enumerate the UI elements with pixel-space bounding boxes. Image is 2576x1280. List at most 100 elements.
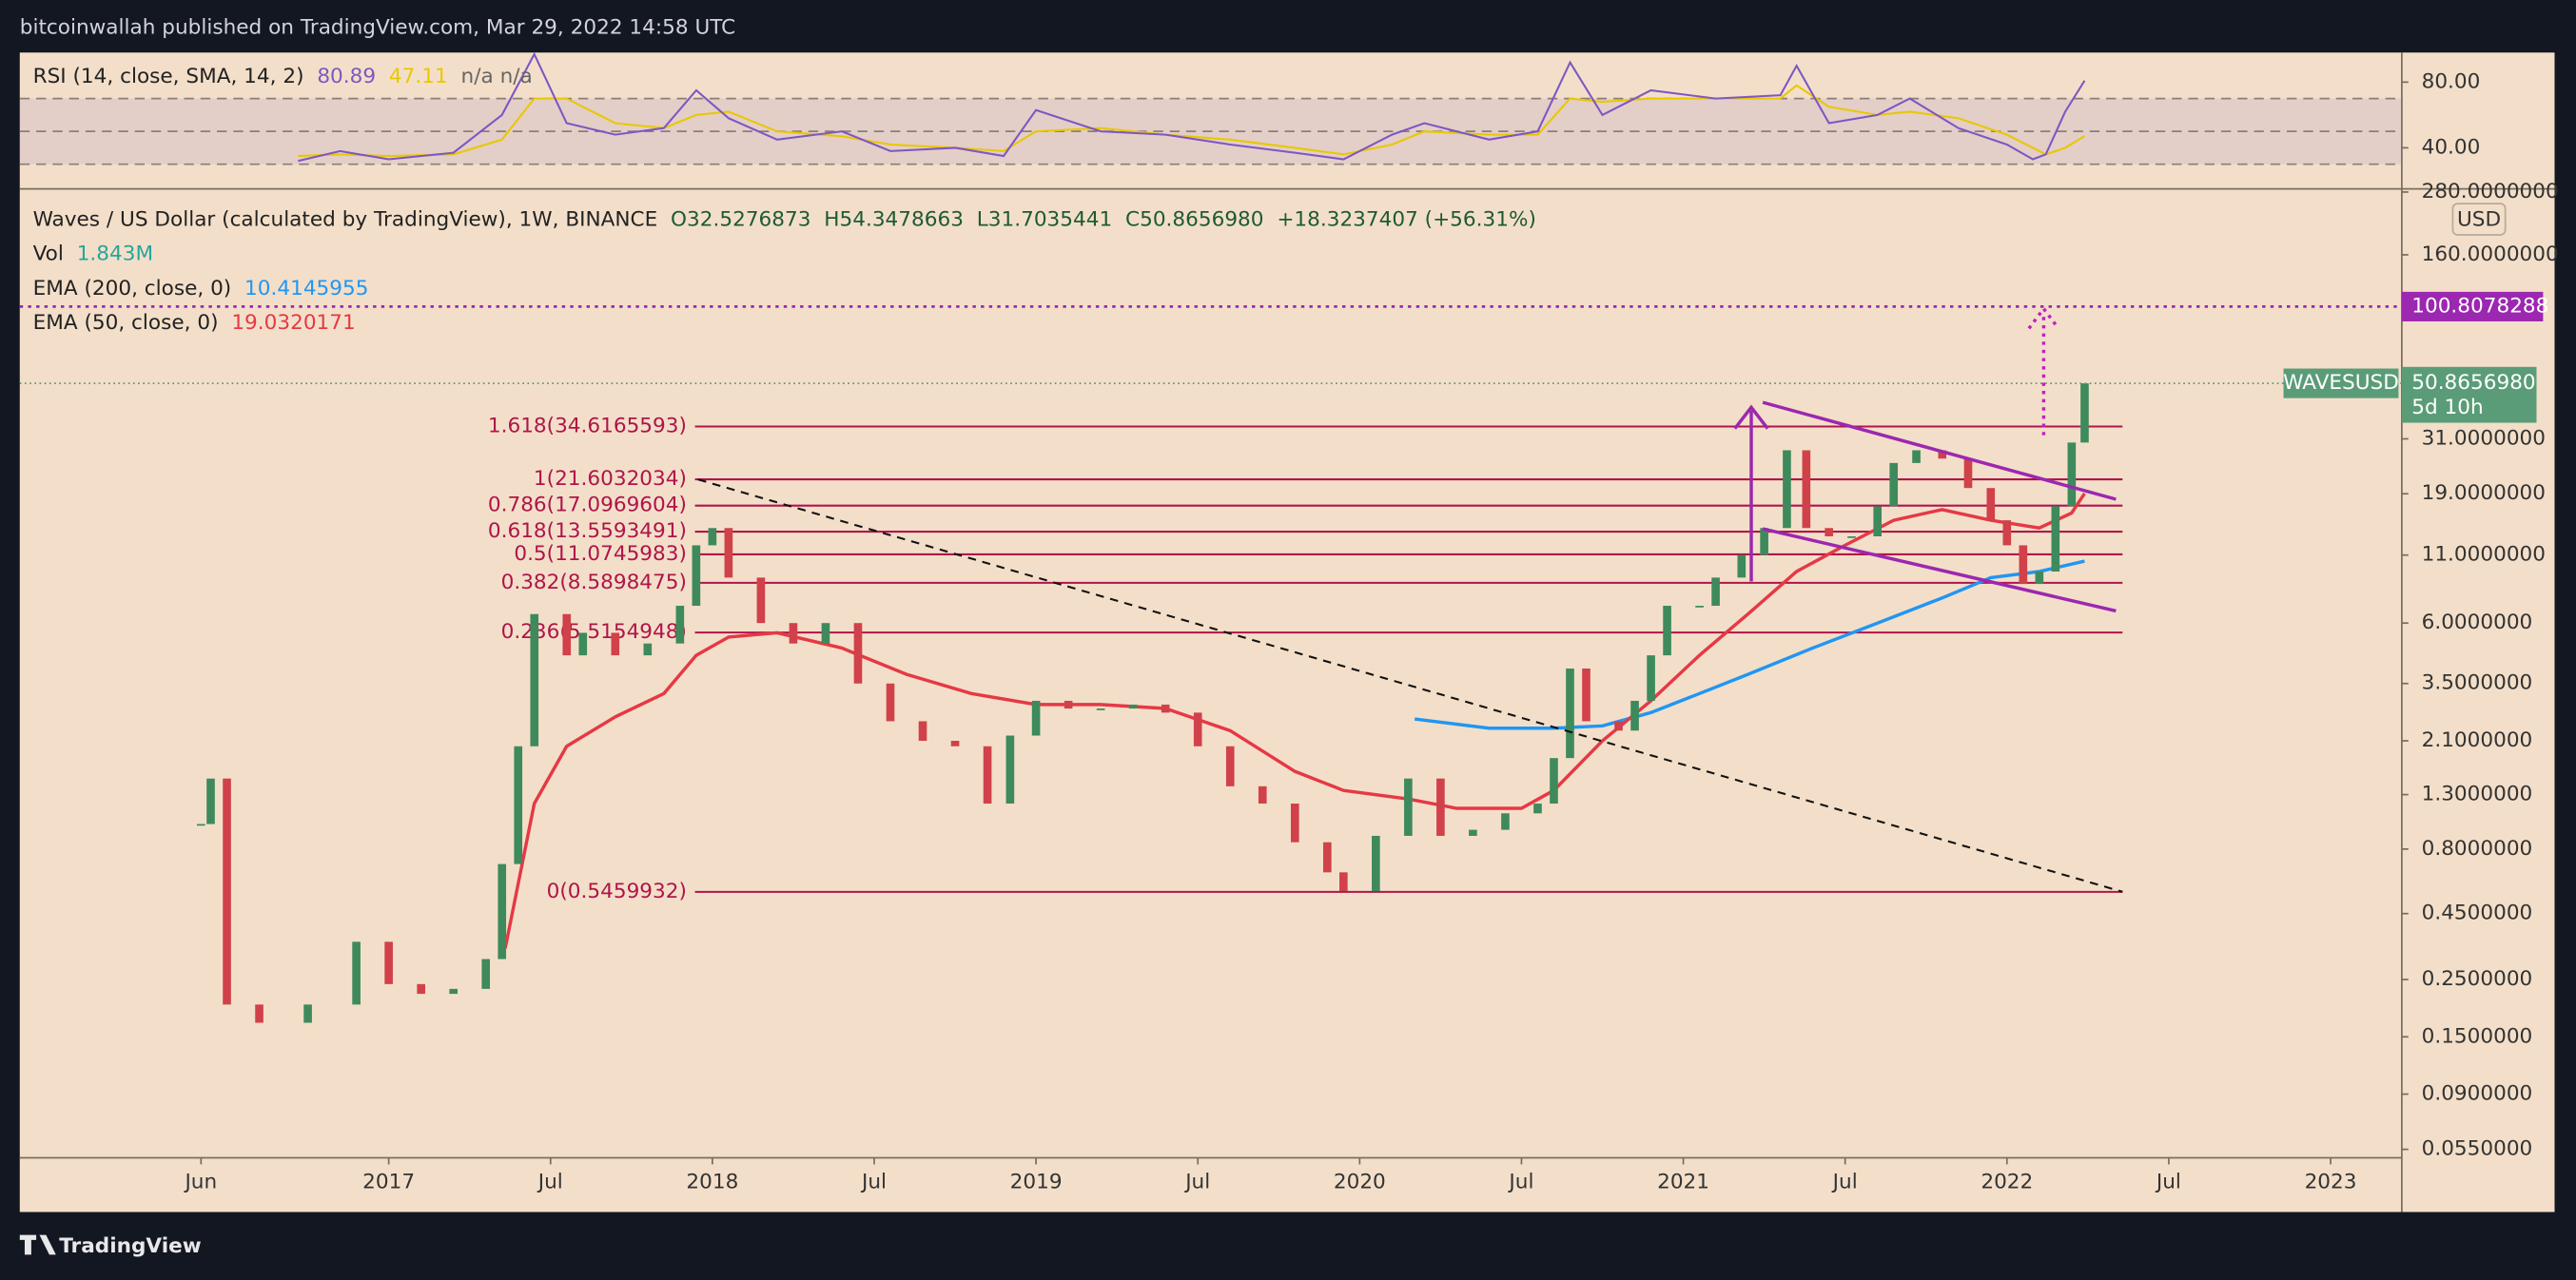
x-tick-label: Jul [1183, 1170, 1210, 1193]
candle [303, 1004, 312, 1023]
candle [562, 613, 572, 656]
x-tick-label: 2017 [362, 1170, 415, 1193]
candle [1825, 528, 1833, 536]
rsi-tick-label: 80.00 [2422, 69, 2481, 93]
candle [417, 983, 425, 995]
candle [255, 1004, 263, 1023]
candle [2051, 506, 2060, 572]
candle [643, 643, 653, 656]
arrow-head [1733, 404, 1769, 430]
ema-line [1414, 559, 2085, 730]
y-tick-label: 3.5000000 [2422, 671, 2533, 695]
y-tick-label: 6.0000000 [2422, 611, 2533, 634]
candle [853, 623, 863, 684]
fib-label: 1.618(34.6165593) [488, 414, 687, 437]
x-tick-label: 2018 [686, 1170, 738, 1193]
candle [1783, 450, 1791, 529]
fib-label: 0.236(5.5154948) [501, 620, 687, 644]
candle [1372, 835, 1380, 892]
ema-legend: EMA (200, close, 0) 10.4145955 [33, 277, 369, 301]
ema-value: 19.0320171 [231, 311, 355, 335]
x-tick-label: 2019 [1010, 1170, 1063, 1193]
x-tick-label: 2021 [1657, 1170, 1709, 1193]
candle [1339, 872, 1348, 892]
candle [1737, 554, 1747, 578]
fib-label: 1(21.6032034) [534, 467, 687, 491]
candle [821, 623, 830, 644]
y-tick-label: 160.0000000 [2422, 242, 2559, 266]
candle [1566, 669, 1574, 759]
candle [223, 778, 231, 1005]
candle [1128, 704, 1138, 709]
symbol-legend: Waves / US Dollar (calculated by Trading… [33, 207, 1536, 231]
candle [611, 632, 620, 656]
trendline [697, 478, 2123, 893]
y-tick-label: 0.1500000 [2422, 1024, 2533, 1048]
candle [1711, 577, 1720, 607]
ema-name: EMA (200, close, 0) [33, 277, 232, 301]
fib-label: 0.5(11.0745983) [514, 542, 687, 566]
symbol-tag [2283, 368, 2399, 398]
target-arrow-head [2027, 305, 2060, 330]
ema-name: EMA (50, close, 0) [33, 311, 219, 335]
candle [1663, 606, 1671, 656]
candle [2080, 383, 2089, 443]
candle [1873, 506, 1883, 536]
candle [1630, 700, 1639, 731]
candle [1193, 712, 1202, 747]
candle [1161, 704, 1170, 713]
candle [2035, 571, 2044, 585]
price-tag [2401, 366, 2537, 423]
candle [756, 577, 766, 624]
y-tick-label: 280.0000000 [2422, 180, 2559, 204]
channel-bottom [1762, 527, 2117, 613]
candle [1847, 535, 1856, 538]
y-tick-label: 19.0000000 [2422, 481, 2546, 505]
x-tick-label: Jul [1507, 1170, 1533, 1193]
candle [530, 613, 539, 747]
y-tick-label: 0.0550000 [2422, 1137, 2533, 1161]
brand-logo [19, 1234, 56, 1255]
y-tick-label: 2.1000000 [2422, 728, 2533, 752]
x-tick-label: 2020 [1334, 1170, 1386, 1193]
y-tick-label: 31.0000000 [2422, 426, 2546, 450]
candle [692, 545, 701, 607]
x-tick-label: Jul [860, 1170, 887, 1193]
candle [1404, 778, 1413, 836]
ohlc: O32.5276873 [671, 207, 810, 231]
x-tick-label: 2023 [2305, 1170, 2357, 1193]
y-tick-label: 0.0900000 [2422, 1082, 2533, 1106]
y-tick-label: 1.3000000 [2422, 783, 2533, 806]
candle [675, 606, 685, 644]
rsi-line [298, 51, 2086, 163]
candle [708, 528, 717, 546]
volume-name: Vol [33, 242, 64, 266]
candle [1225, 746, 1235, 786]
candle [1550, 758, 1558, 805]
fib-label: 0(0.5459932) [547, 880, 687, 903]
candle [1031, 700, 1041, 736]
x-tick-label: Jun [183, 1170, 217, 1193]
candle [1436, 778, 1445, 836]
candle [1938, 450, 1947, 459]
rsi-sma-value: 47.11 [389, 65, 448, 88]
candle [578, 632, 588, 656]
candle [1582, 669, 1590, 722]
rsi-line [298, 84, 2085, 158]
x-tick-label: Jul [537, 1170, 563, 1193]
candle [2067, 442, 2077, 507]
ohlc: C50.8656980 [1125, 207, 1263, 231]
candle [724, 528, 733, 578]
candle [950, 741, 960, 747]
currency-box [2451, 203, 2507, 236]
candle [206, 778, 215, 824]
candle [1695, 606, 1704, 608]
plot: 80.00 40.00 280.0000000 160.0000000 31.00000… [19, 51, 2559, 1193]
rsi-value: 80.89 [317, 65, 376, 88]
candle [2019, 545, 2028, 585]
y-tick-label: 0.2500000 [2422, 967, 2533, 991]
candle [789, 623, 798, 644]
fib-label: 0.786(17.0969604) [488, 494, 687, 517]
candle [196, 824, 205, 826]
